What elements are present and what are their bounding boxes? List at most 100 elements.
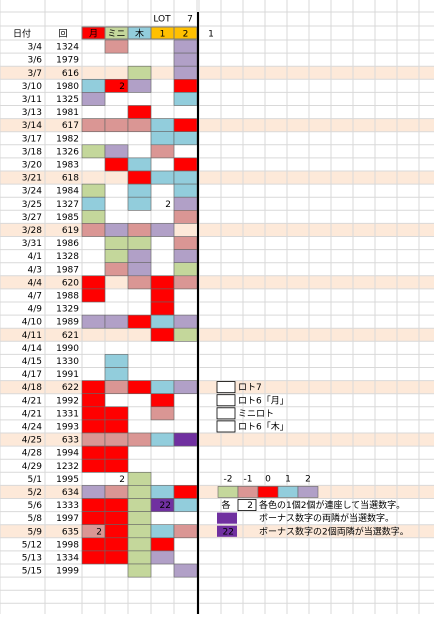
round: 1999 bbox=[56, 567, 79, 577]
round: 1990 bbox=[56, 344, 79, 354]
date: 3/18 bbox=[22, 147, 42, 157]
date: 3/6 bbox=[28, 56, 43, 66]
header-col: 2 bbox=[183, 30, 189, 40]
date: 3/7 bbox=[28, 69, 42, 79]
cell-text: 2 bbox=[96, 527, 102, 537]
date: 3/11 bbox=[22, 95, 42, 105]
cell bbox=[104, 445, 129, 460]
note-box bbox=[237, 499, 257, 512]
date: 3/4 bbox=[28, 43, 43, 53]
date: 3/13 bbox=[22, 108, 42, 118]
legend-box bbox=[216, 420, 236, 433]
cell bbox=[173, 52, 198, 67]
row-highlight bbox=[0, 275, 434, 289]
header-extra: 1 bbox=[208, 30, 214, 40]
cell bbox=[127, 249, 152, 264]
cell bbox=[150, 380, 175, 395]
round: 1232 bbox=[56, 462, 79, 472]
cell bbox=[104, 39, 129, 54]
round: 635 bbox=[62, 527, 79, 537]
cell bbox=[127, 79, 152, 93]
round: 616 bbox=[62, 69, 79, 79]
cell bbox=[173, 498, 198, 512]
cell bbox=[104, 118, 129, 132]
date: 4/21 bbox=[22, 409, 42, 419]
cell bbox=[104, 354, 129, 368]
round: 617 bbox=[62, 121, 79, 131]
cell bbox=[173, 210, 198, 224]
date: 4/9 bbox=[28, 305, 43, 315]
row-highlight bbox=[0, 328, 434, 342]
round: 1998 bbox=[56, 540, 79, 550]
cell bbox=[173, 236, 198, 250]
header-seven: 7 bbox=[187, 15, 193, 25]
cell-text: 2 bbox=[165, 200, 171, 210]
cell bbox=[150, 432, 175, 447]
date: 4/18 bbox=[22, 383, 42, 393]
cell bbox=[81, 183, 106, 198]
round: 622 bbox=[62, 383, 79, 393]
cell bbox=[173, 432, 198, 447]
note-box-text: 2 bbox=[247, 501, 253, 511]
cell bbox=[104, 367, 129, 381]
header-col: 月 bbox=[89, 29, 98, 40]
round: 620 bbox=[62, 278, 79, 288]
cell bbox=[104, 458, 129, 473]
round: 618 bbox=[62, 174, 79, 184]
cell bbox=[150, 524, 175, 539]
header-date: 日付 bbox=[13, 29, 31, 40]
cell bbox=[104, 485, 129, 499]
cell bbox=[173, 79, 198, 93]
cell-text: 22 bbox=[160, 501, 171, 511]
round: 1984 bbox=[56, 187, 79, 197]
cell bbox=[150, 393, 175, 408]
round: 1333 bbox=[56, 501, 79, 511]
date: 4/11 bbox=[22, 331, 42, 341]
round: 1334 bbox=[56, 553, 79, 563]
cell bbox=[81, 223, 106, 237]
legend-label: ロト6「月」 bbox=[238, 395, 289, 406]
date: 3/14 bbox=[22, 121, 42, 131]
date: 4/3 bbox=[28, 265, 42, 275]
cell bbox=[127, 550, 152, 565]
cell bbox=[173, 196, 198, 211]
date: 3/10 bbox=[22, 82, 42, 92]
cell bbox=[104, 498, 129, 512]
date: 5/8 bbox=[28, 514, 43, 524]
cell bbox=[127, 183, 152, 198]
cell bbox=[173, 170, 198, 185]
cell bbox=[127, 118, 152, 132]
note-text: 各色の1個2個が連座して当選数字。 bbox=[259, 499, 405, 511]
cell bbox=[173, 524, 198, 539]
round: 621 bbox=[62, 331, 79, 341]
legend-box bbox=[216, 407, 236, 420]
cell bbox=[173, 262, 198, 277]
cell bbox=[173, 275, 198, 290]
scale-label: 1 bbox=[285, 474, 291, 484]
cell bbox=[81, 458, 106, 473]
date: 4/4 bbox=[28, 278, 43, 288]
date: 4/1 bbox=[28, 252, 42, 262]
divider bbox=[197, 12, 199, 614]
round: 1985 bbox=[56, 213, 79, 223]
cell bbox=[104, 314, 129, 329]
row-highlight bbox=[0, 66, 434, 80]
cell bbox=[81, 314, 106, 329]
date: 5/6 bbox=[28, 501, 43, 511]
note-box-text: 22 bbox=[223, 527, 234, 537]
cell bbox=[127, 105, 152, 119]
cell bbox=[173, 314, 198, 329]
round: 1329 bbox=[56, 305, 79, 315]
cell bbox=[150, 275, 175, 290]
cell bbox=[81, 406, 106, 421]
cell bbox=[81, 550, 106, 565]
date: 4/14 bbox=[22, 344, 42, 354]
cell bbox=[81, 380, 106, 395]
scale-swatch bbox=[217, 486, 239, 498]
cell bbox=[81, 275, 106, 290]
legend-label: ロト7 bbox=[238, 383, 262, 393]
scale-label: 0 bbox=[265, 474, 271, 484]
round: 1994 bbox=[56, 449, 79, 459]
cell bbox=[104, 550, 129, 565]
